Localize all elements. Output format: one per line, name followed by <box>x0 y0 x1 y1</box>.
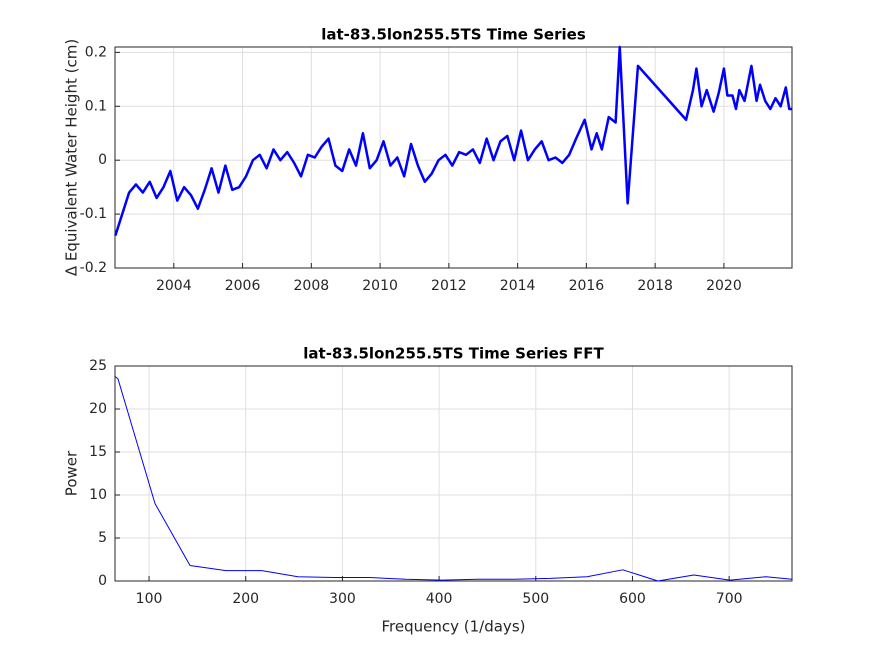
x-tick-label: 2012 <box>431 278 467 294</box>
y-tick-label: 25 <box>89 358 107 374</box>
x-tick-label: 2016 <box>569 278 605 294</box>
x-tick-label: 200 <box>232 591 259 607</box>
x-tick-label: 400 <box>426 591 453 607</box>
y-tick-label: 0.2 <box>85 44 107 60</box>
y-tick-label: 0 <box>98 152 107 168</box>
plot-area <box>115 47 792 268</box>
x-axis-label: Frequency (1/days) <box>382 618 526 636</box>
x-tick-label: 500 <box>522 591 549 607</box>
data-line <box>114 375 793 582</box>
chart-title: lat-83.5lon255.5TS Time Series FFT <box>303 345 604 363</box>
x-tick-label: 2004 <box>156 278 192 294</box>
y-tick-label: 15 <box>89 444 107 460</box>
x-tick-label: 2018 <box>637 278 673 294</box>
axes-box <box>114 365 793 582</box>
x-tick-label: 2010 <box>362 278 398 294</box>
axes-box <box>114 46 793 269</box>
y-axis-label: Δ Equivalent Water Height (cm) <box>63 39 81 276</box>
x-tick-label: 100 <box>136 591 163 607</box>
y-axis-label: Power <box>63 450 81 496</box>
x-tick-label: 600 <box>619 591 646 607</box>
x-tick-label: 700 <box>716 591 743 607</box>
y-tick-label: 5 <box>98 530 107 546</box>
x-tick-label: 2008 <box>294 278 330 294</box>
x-tick-label: 300 <box>329 591 356 607</box>
x-tick-label: 2020 <box>706 278 742 294</box>
y-tick-label: -0.2 <box>80 260 107 276</box>
data-line <box>114 45 792 237</box>
plot-area <box>115 366 792 581</box>
y-tick-label: 20 <box>89 401 107 417</box>
x-tick-label: 2006 <box>225 278 261 294</box>
y-tick-label: 0.1 <box>85 98 107 114</box>
chart-title: lat-83.5lon255.5TS Time Series <box>321 26 586 44</box>
y-tick-label: -0.1 <box>80 206 107 222</box>
x-tick-label: 2014 <box>500 278 536 294</box>
y-tick-label: 0 <box>98 573 107 589</box>
y-tick-label: 10 <box>89 487 107 503</box>
